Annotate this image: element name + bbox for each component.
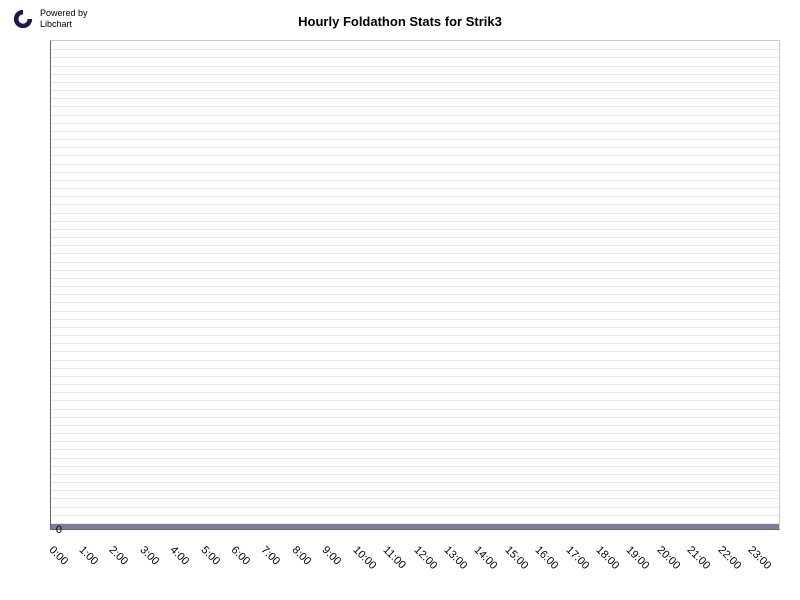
gridline: [51, 302, 779, 303]
gridline: [51, 229, 779, 230]
gridline: [51, 327, 779, 328]
gridline: [51, 278, 779, 279]
gridline: [51, 66, 779, 67]
gridline: [51, 368, 779, 369]
gridline: [51, 49, 779, 50]
gridline: [51, 335, 779, 336]
gridline: [51, 98, 779, 99]
gridline: [51, 221, 779, 222]
gridline: [51, 180, 779, 181]
gridlines: [51, 41, 779, 529]
gridline: [51, 474, 779, 475]
gridline: [51, 253, 779, 254]
gridline: [51, 294, 779, 295]
gridline: [51, 360, 779, 361]
gridline: [51, 155, 779, 156]
chart-frame: [50, 40, 780, 530]
x-tick-label: 3:00: [137, 544, 161, 568]
x-tick-label: 20:00: [654, 544, 682, 572]
x-axis-labels: 0:001:002:003:004:005:006:007:008:009:00…: [50, 540, 780, 600]
x-tick-label: 14:00: [472, 544, 500, 572]
gridline: [51, 351, 779, 352]
gridline: [51, 433, 779, 434]
gridline: [51, 515, 779, 516]
gridline: [51, 425, 779, 426]
x-tick-label: 22:00: [715, 544, 743, 572]
gridline: [51, 319, 779, 320]
gridline: [51, 90, 779, 91]
gridline: [51, 417, 779, 418]
gridline: [51, 213, 779, 214]
x-tick-label: 7:00: [259, 544, 283, 568]
x-tick-label: 13:00: [441, 544, 469, 572]
gridline: [51, 164, 779, 165]
gridline: [51, 376, 779, 377]
gridline: [51, 311, 779, 312]
gridline: [51, 147, 779, 148]
gridline: [51, 262, 779, 263]
gridline: [51, 507, 779, 508]
gridline: [51, 466, 779, 467]
x-tick-label: 19:00: [624, 544, 652, 572]
gridline: [51, 400, 779, 401]
x-tick-label: 17:00: [563, 544, 591, 572]
x-tick-label: 0:00: [46, 544, 70, 568]
gridline: [51, 482, 779, 483]
chart-title: Hourly Foldathon Stats for Strik3: [0, 14, 800, 29]
gridline: [51, 131, 779, 132]
gridline: [51, 384, 779, 385]
gridline: [51, 115, 779, 116]
x-tick-label: 15:00: [502, 544, 530, 572]
x-tick-label: 10:00: [350, 544, 378, 572]
x-tick-label: 8:00: [289, 544, 313, 568]
gridline: [51, 57, 779, 58]
gridline: [51, 498, 779, 499]
gridline: [51, 82, 779, 83]
gridline: [51, 172, 779, 173]
gridline: [51, 74, 779, 75]
gridline: [51, 196, 779, 197]
gridline: [51, 458, 779, 459]
gridline: [51, 270, 779, 271]
x-tick-label: 16:00: [533, 544, 561, 572]
x-tick-label: 1:00: [76, 544, 100, 568]
gridline: [51, 490, 779, 491]
gridline: [51, 123, 779, 124]
y-tick-label: 0: [56, 524, 62, 536]
gridline: [51, 343, 779, 344]
x-tick-label: 18:00: [594, 544, 622, 572]
gridline: [51, 449, 779, 450]
x-tick-label: 23:00: [746, 544, 774, 572]
gridline: [51, 392, 779, 393]
gridline: [51, 237, 779, 238]
x-tick-label: 11:00: [381, 544, 408, 571]
x-tick-label: 12:00: [411, 544, 439, 572]
gridline: [51, 441, 779, 442]
x-tick-label: 4:00: [168, 544, 192, 568]
gridline: [51, 106, 779, 107]
x-tick-label: 5:00: [198, 544, 222, 568]
gridline: [51, 286, 779, 287]
baseline-bar: [51, 524, 779, 529]
chart-plot-area: [50, 40, 780, 530]
gridline: [51, 409, 779, 410]
gridline: [51, 204, 779, 205]
x-tick-label: 6:00: [229, 544, 253, 568]
x-tick-label: 21:00: [685, 544, 713, 572]
gridline: [51, 245, 779, 246]
x-tick-label: 2:00: [107, 544, 131, 568]
gridline: [51, 139, 779, 140]
gridline: [51, 188, 779, 189]
x-tick-label: 9:00: [320, 544, 344, 568]
